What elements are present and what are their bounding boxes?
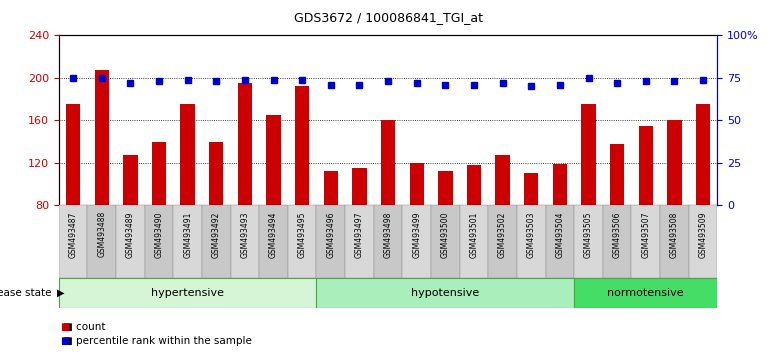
Bar [152, 142, 166, 290]
Bar [402, 205, 431, 278]
Bar [317, 278, 574, 308]
Text: ▶: ▶ [57, 288, 65, 298]
Text: GSM493500: GSM493500 [441, 211, 450, 258]
Text: GSM493508: GSM493508 [670, 211, 679, 257]
Bar [295, 86, 310, 290]
Bar [59, 205, 88, 278]
Text: GSM493505: GSM493505 [584, 211, 593, 258]
Bar [267, 115, 281, 290]
Bar [553, 164, 567, 290]
Text: GSM493490: GSM493490 [154, 211, 164, 258]
Bar [438, 171, 452, 290]
Bar [610, 144, 624, 290]
Bar [180, 104, 194, 290]
Text: GSM493506: GSM493506 [612, 211, 622, 258]
Bar [517, 205, 546, 278]
Text: hypertensive: hypertensive [151, 288, 224, 298]
Bar [660, 205, 688, 278]
Bar [352, 168, 367, 290]
Bar [66, 104, 80, 290]
Bar [123, 155, 137, 290]
Text: ■ count: ■ count [63, 322, 105, 332]
Text: ■: ■ [60, 336, 70, 346]
Text: GSM493495: GSM493495 [298, 211, 307, 258]
Bar [238, 83, 252, 290]
Bar [667, 120, 681, 290]
Bar [431, 205, 459, 278]
Text: GSM493503: GSM493503 [527, 211, 535, 258]
Text: GSM493502: GSM493502 [498, 211, 507, 257]
Text: GSM493498: GSM493498 [383, 211, 393, 257]
Text: disease state: disease state [0, 288, 55, 298]
Bar [288, 205, 317, 278]
Text: GSM493497: GSM493497 [355, 211, 364, 258]
Bar [116, 205, 145, 278]
Text: ■ percentile rank within the sample: ■ percentile rank within the sample [63, 336, 252, 346]
Bar [603, 205, 631, 278]
Bar [546, 205, 574, 278]
Bar [381, 120, 395, 290]
Bar [639, 126, 653, 290]
Text: GSM493492: GSM493492 [212, 211, 221, 257]
Bar [574, 205, 603, 278]
Text: GSM493488: GSM493488 [97, 211, 107, 257]
Text: GSM493493: GSM493493 [241, 211, 249, 258]
Text: normotensive: normotensive [608, 288, 684, 298]
Bar [95, 70, 109, 290]
Text: GSM493501: GSM493501 [470, 211, 478, 257]
Bar [409, 163, 424, 290]
Bar [466, 165, 481, 290]
Bar [145, 205, 173, 278]
Text: GSM493487: GSM493487 [69, 211, 78, 257]
Bar [495, 155, 510, 290]
Text: GSM493509: GSM493509 [699, 211, 707, 258]
Bar [459, 205, 488, 278]
Text: GSM493494: GSM493494 [269, 211, 278, 258]
Text: ■: ■ [60, 322, 70, 332]
Bar [631, 205, 660, 278]
Bar [574, 278, 717, 308]
Bar [524, 173, 539, 290]
Bar [59, 278, 317, 308]
Bar [317, 205, 345, 278]
Bar [688, 205, 717, 278]
Text: GSM493499: GSM493499 [412, 211, 421, 258]
Bar [324, 171, 338, 290]
Bar [374, 205, 402, 278]
Bar [345, 205, 374, 278]
Bar [202, 205, 230, 278]
Text: GSM493489: GSM493489 [126, 211, 135, 257]
Bar [582, 104, 596, 290]
Text: GSM493496: GSM493496 [326, 211, 336, 258]
Text: GDS3672 / 100086841_TGI_at: GDS3672 / 100086841_TGI_at [293, 11, 483, 24]
Text: GSM493507: GSM493507 [641, 211, 650, 258]
Bar [88, 205, 116, 278]
Bar [230, 205, 260, 278]
Bar [209, 142, 223, 290]
Bar [696, 104, 710, 290]
Text: GSM493504: GSM493504 [555, 211, 564, 258]
Text: GSM493491: GSM493491 [183, 211, 192, 257]
Bar [488, 205, 517, 278]
Text: hypotensive: hypotensive [412, 288, 480, 298]
Bar [173, 205, 202, 278]
Bar [260, 205, 288, 278]
